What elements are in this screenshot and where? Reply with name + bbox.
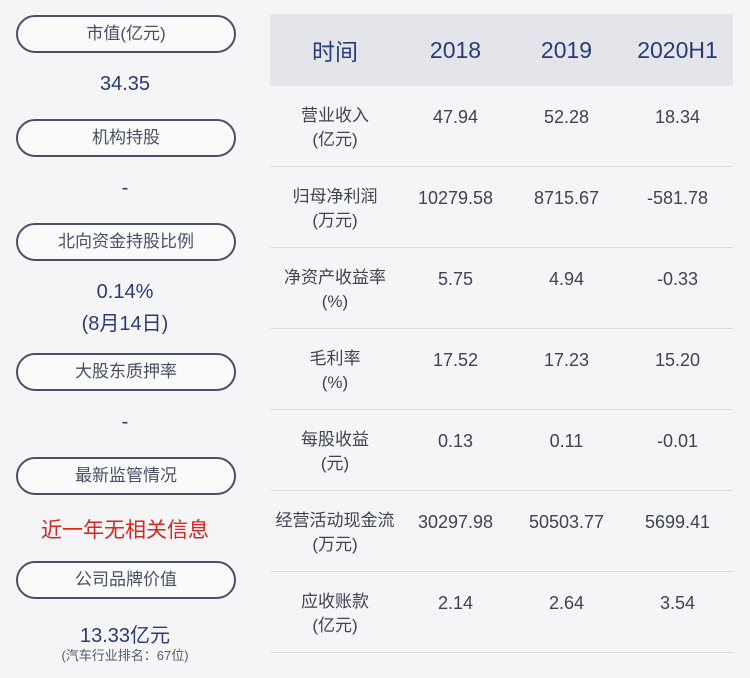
regulation-label: 最新监管情况 <box>16 457 236 495</box>
market-cap-value: 34.35 <box>99 73 151 95</box>
row-label: 营业收入 <box>301 106 369 125</box>
header-time: 时间 <box>312 39 358 65</box>
table-row: 营业收入 (亿元) 47.94 52.28 18.34 <box>270 86 733 167</box>
row-label: 应收账款 <box>301 592 369 611</box>
cell-value: 17.52 <box>432 350 479 370</box>
cell-value: 0.11 <box>549 431 584 451</box>
regulation-value: 近一年无相关信息 <box>41 519 209 542</box>
institution-label: 机构持股 <box>16 119 236 157</box>
brand-label: 公司品牌价值 <box>16 561 236 599</box>
cell-value: 47.94 <box>432 107 479 127</box>
cell-value: -0.33 <box>656 269 699 289</box>
cell-value: 2.14 <box>437 593 474 613</box>
header-2019: 2019 <box>540 36 593 63</box>
market-cap-label: 市值(亿元) <box>16 15 236 53</box>
row-unit: (亿元) <box>312 616 358 635</box>
table-header: 时间 2018 2019 2020H1 <box>270 14 733 86</box>
cell-value: -0.01 <box>656 431 699 451</box>
header-2018: 2018 <box>429 36 482 63</box>
row-label: 毛利率 <box>309 349 361 368</box>
northbound-label: 北向资金持股比例 <box>16 223 236 261</box>
brand-rank: (汽车行业排名：67位) <box>61 648 189 663</box>
northbound-date: (8月14日) <box>81 313 169 335</box>
row-unit: (%) <box>321 373 349 392</box>
row-unit: (%) <box>321 292 349 311</box>
pledge-label: 大股东质押率 <box>16 353 236 391</box>
table-row: 归母净利润 (万元) 10279.58 8715.67 -581.78 <box>270 167 733 248</box>
northbound-value: 0.14% <box>96 281 154 303</box>
financial-table: 时间 2018 2019 2020H1 营业收入 (亿元) 47.94 52.28… <box>270 14 733 653</box>
cell-value: 17.23 <box>543 350 590 370</box>
row-unit: (万元) <box>312 211 358 230</box>
table-row: 应收账款 (亿元) 2.14 2.64 3.54 <box>270 572 733 653</box>
cell-value: 30297.98 <box>417 512 494 532</box>
cell-value: 8715.67 <box>533 188 600 208</box>
cell-value: 52.28 <box>543 107 590 127</box>
row-unit: (元) <box>320 454 350 473</box>
table-row: 毛利率 (%) 17.52 17.23 15.20 <box>270 329 733 410</box>
institution-value: - <box>121 177 129 199</box>
table-row: 净资产收益率 (%) 5.75 4.94 -0.33 <box>270 248 733 329</box>
table-row: 每股收益 (元) 0.13 0.11 -0.01 <box>270 410 733 491</box>
cell-value: 18.34 <box>654 107 701 127</box>
row-label: 每股收益 <box>301 430 369 449</box>
cell-value: -581.78 <box>646 188 709 208</box>
cell-value: 10279.58 <box>417 188 494 208</box>
header-2020h1: 2020H1 <box>637 36 718 63</box>
cell-value: 15.20 <box>654 350 701 370</box>
row-label: 归母净利润 <box>292 187 378 206</box>
cell-value: 0.13 <box>437 431 474 451</box>
cell-value: 4.94 <box>548 269 585 289</box>
cell-value: 5699.41 <box>644 512 711 532</box>
cell-value: 5.75 <box>437 269 474 289</box>
table-row: 经营活动现金流 (万元) 30297.98 50503.77 5699.41 <box>270 491 733 572</box>
row-unit: (万元) <box>312 535 358 554</box>
cell-value: 2.64 <box>548 593 585 613</box>
row-label: 净资产收益率 <box>284 268 386 287</box>
row-label: 经营活动现金流 <box>275 511 395 530</box>
row-unit: (亿元) <box>312 130 358 149</box>
cell-value: 50503.77 <box>528 512 605 532</box>
brand-value: 13.33亿元 <box>79 625 171 647</box>
pledge-value: - <box>121 411 129 433</box>
cell-value: 3.54 <box>659 593 696 613</box>
left-panel: 市值(亿元) 34.35 机构持股 - 北向资金持股比例 0.14% (8月14… <box>0 0 250 678</box>
